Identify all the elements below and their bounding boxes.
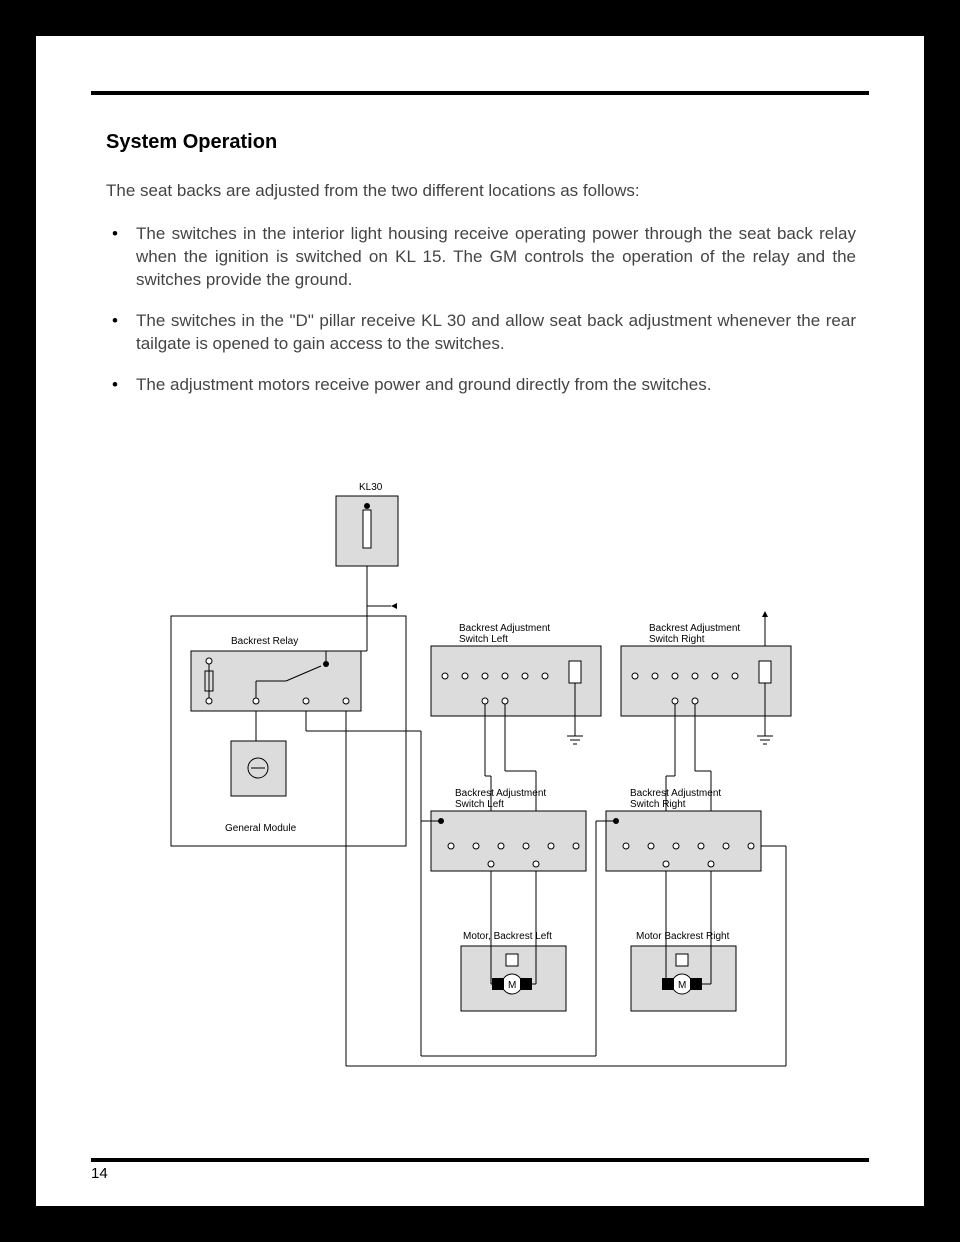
relay-t2 bbox=[206, 698, 212, 704]
kl30-dot bbox=[364, 503, 370, 509]
relay-t5 bbox=[343, 698, 349, 704]
relay-label: Backrest Relay bbox=[231, 636, 298, 647]
top-rule bbox=[91, 91, 869, 95]
sw-lb-label1: Backrest Adjustment bbox=[455, 788, 546, 799]
diagram-svg: KL30 Backrest Relay bbox=[141, 476, 831, 1086]
relay-t1 bbox=[206, 658, 212, 664]
relay-t3 bbox=[253, 698, 259, 704]
relay-t4 bbox=[303, 698, 309, 704]
sw-rb-box bbox=[606, 811, 761, 871]
page-number: 14 bbox=[91, 1165, 108, 1182]
sw-rb-label2: Switch Right bbox=[630, 799, 686, 810]
sw-rb-label1: Backrest Adjustment bbox=[630, 788, 721, 799]
kl30-label: KL30 bbox=[359, 482, 383, 493]
motor-l-m: M bbox=[508, 980, 516, 991]
wiring-diagram: KL30 Backrest Relay bbox=[141, 476, 831, 1086]
motor-r-m: M bbox=[678, 980, 686, 991]
page: System Operation The seat backs are adju… bbox=[36, 36, 924, 1206]
fuse-icon bbox=[363, 510, 371, 548]
intro-text: The seat backs are adjusted from the two… bbox=[106, 180, 856, 203]
bullet-2: The switches in the "D" pillar receive K… bbox=[106, 310, 856, 356]
sw-rt-resistor bbox=[759, 661, 771, 683]
sw-rt-label1: Backrest Adjustment bbox=[649, 623, 740, 634]
bullet-1: The switches in the interior light housi… bbox=[106, 223, 856, 292]
gm-label: General Module bbox=[225, 823, 297, 834]
sw-lt-label1: Backrest Adjustment bbox=[459, 623, 550, 634]
sw-lb-box bbox=[431, 811, 586, 871]
motor-r-label: Motor Backrest Right bbox=[636, 931, 730, 942]
watermark: carmanualsonline.info bbox=[732, 1208, 946, 1234]
sw-lb-label2: Switch Left bbox=[455, 799, 504, 810]
bullet-list: The switches in the interior light housi… bbox=[106, 223, 856, 397]
sw-lt-resistor bbox=[569, 661, 581, 683]
content-area: System Operation The seat backs are adju… bbox=[106, 131, 856, 415]
motor-l-label: Motor, Backrest Left bbox=[463, 931, 552, 942]
bullet-3: The adjustment motors receive power and … bbox=[106, 374, 856, 397]
sw-rt-label2: Switch Right bbox=[649, 634, 705, 645]
bottom-rule bbox=[91, 1158, 869, 1162]
arrow-icon bbox=[391, 603, 397, 609]
heading-system-operation: System Operation bbox=[106, 131, 856, 154]
sw-lt-label2: Switch Left bbox=[459, 634, 508, 645]
